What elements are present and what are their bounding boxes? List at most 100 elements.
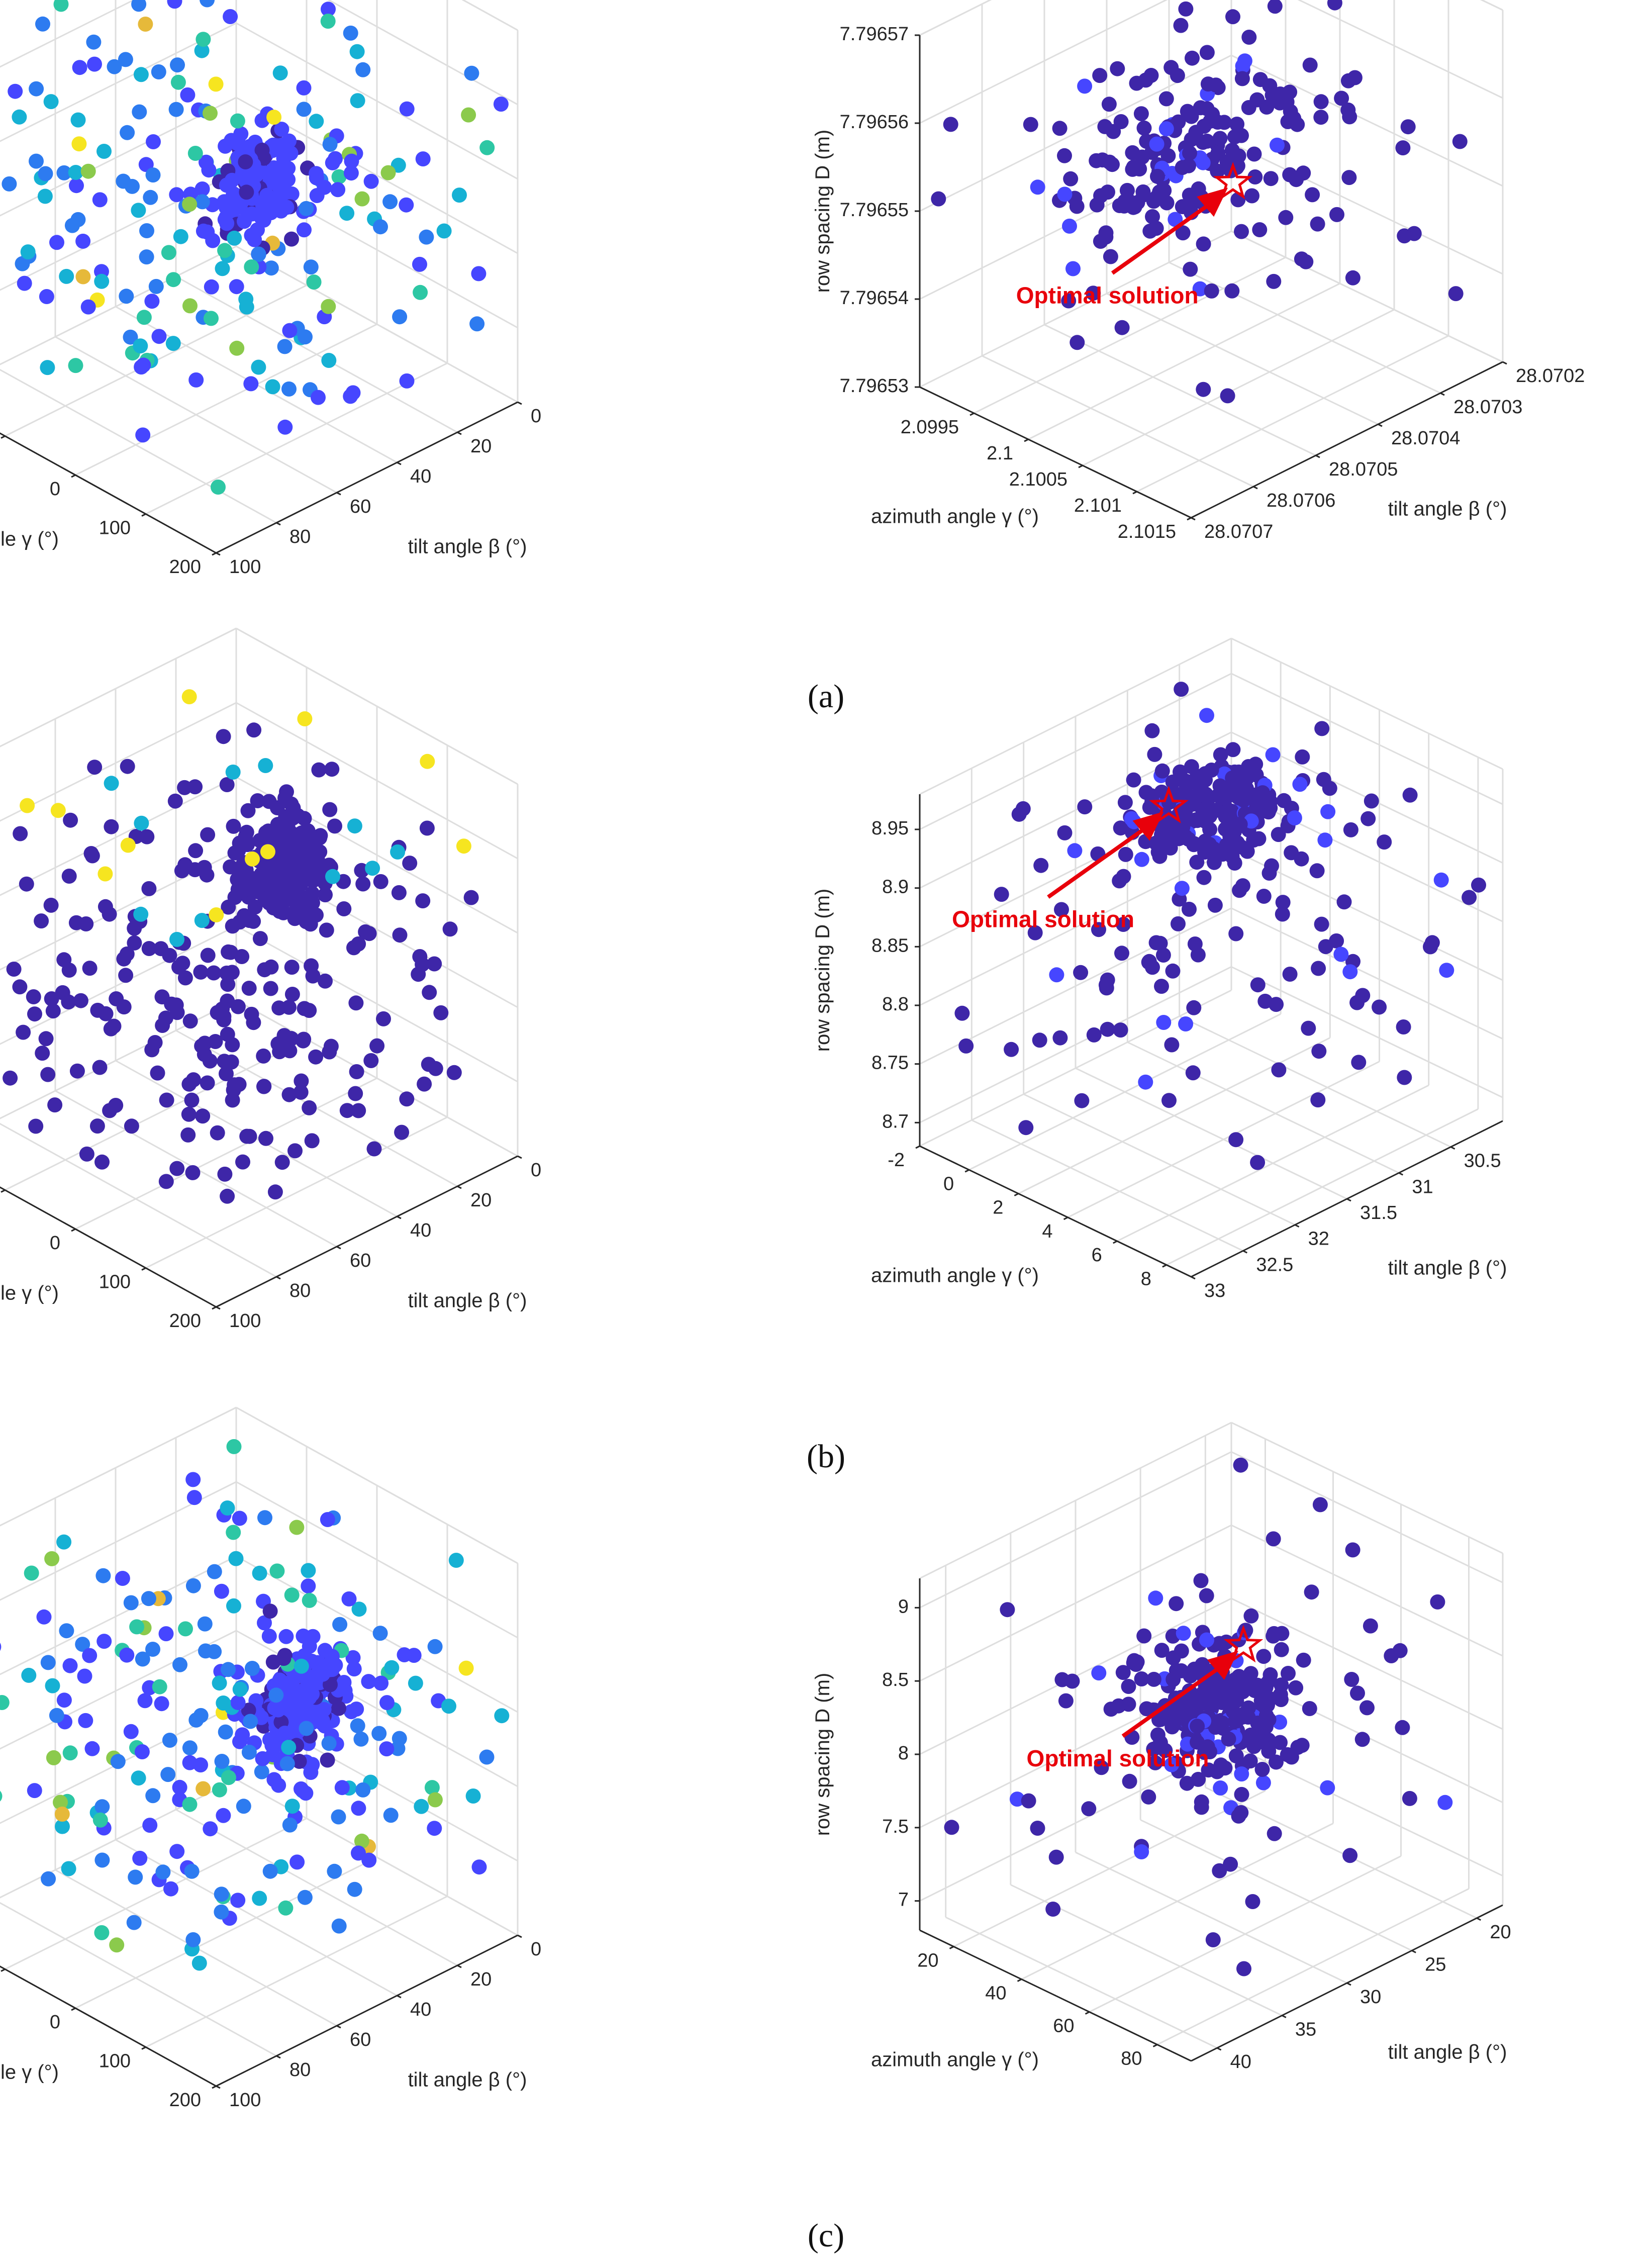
- data-point: [1329, 207, 1344, 222]
- data-point: [247, 232, 262, 247]
- data-point: [8, 83, 23, 99]
- x-tick: [141, 513, 146, 517]
- data-point: [1302, 1701, 1317, 1716]
- y-tick-label: 100: [229, 1310, 261, 1332]
- data-point: [301, 1578, 316, 1594]
- data-point: [1327, 0, 1342, 11]
- data-point: [304, 1133, 320, 1149]
- grid-line: [1231, 673, 1503, 805]
- x-tick: [1085, 2011, 1090, 2015]
- data-point: [223, 9, 238, 24]
- data-point: [1170, 816, 1186, 831]
- data-point: [1448, 286, 1464, 302]
- data-point: [219, 216, 235, 231]
- data-point: [225, 1037, 240, 1053]
- grid-line: [236, 1778, 518, 1936]
- data-point: [1216, 115, 1232, 130]
- data-point: [210, 1125, 225, 1141]
- data-point: [161, 245, 176, 260]
- data-point: [1222, 828, 1238, 843]
- data-point: [1341, 170, 1357, 185]
- data-point: [1267, 0, 1283, 14]
- data-point: [1397, 1070, 1412, 1085]
- data-point: [1207, 855, 1222, 870]
- y-tick: [397, 461, 402, 465]
- y-tick: [1378, 423, 1383, 427]
- data-point: [104, 819, 119, 834]
- y-tick-label: 80: [289, 1280, 311, 1301]
- data-point: [61, 994, 76, 1010]
- data-point: [123, 329, 138, 345]
- data-point: [1233, 839, 1249, 855]
- data-point: [1178, 784, 1194, 800]
- data-point: [1361, 811, 1376, 826]
- data-point: [1247, 169, 1263, 184]
- data-point: [1112, 198, 1127, 213]
- data-point: [1150, 168, 1165, 184]
- data-point: [269, 863, 285, 878]
- data-point: [1138, 1074, 1153, 1090]
- data-point: [154, 1696, 169, 1712]
- data-point: [196, 32, 211, 47]
- data-point: [252, 1565, 267, 1581]
- optimal-solution-marker: [1149, 786, 1189, 824]
- points-a-right: Optimal solution: [931, 0, 1468, 404]
- data-point: [1190, 947, 1206, 963]
- z-tick-label: 7.79655: [840, 200, 909, 221]
- data-point: [1135, 184, 1151, 200]
- data-point: [412, 949, 428, 964]
- axes-b-right: -2 0 2 4 6 8 30.5 31 31.5 32 32.5 33 8.7 8.75 8.8 8.85 8…: [812, 794, 1507, 1301]
- data-point: [1231, 1669, 1247, 1684]
- data-point: [1275, 906, 1290, 922]
- grid-line: [0, 22, 237, 142]
- box-edge: [236, 627, 518, 785]
- data-point: [182, 298, 198, 314]
- data-point: [413, 285, 428, 300]
- data-point: [1100, 1021, 1115, 1037]
- data-point: [239, 184, 254, 200]
- data-point: [279, 821, 295, 836]
- data-point: [271, 138, 287, 154]
- data-point: [289, 1520, 305, 1535]
- data-point: [305, 831, 321, 846]
- data-point: [144, 294, 160, 309]
- y-tick: [517, 401, 522, 405]
- data-point: [1182, 901, 1197, 917]
- data-point: [43, 94, 59, 110]
- x-axis-line: [919, 1145, 1192, 1278]
- data-point: [168, 997, 184, 1013]
- y-tick: [276, 2055, 281, 2059]
- grid-line: [919, 731, 1232, 889]
- data-point: [1392, 1643, 1408, 1658]
- data-point: [373, 219, 388, 235]
- data-point: [1114, 946, 1129, 961]
- data-point: [1183, 261, 1198, 277]
- data-point: [1049, 967, 1064, 983]
- data-point: [26, 989, 41, 1004]
- data-point: [1262, 78, 1278, 93]
- data-point: [1344, 1672, 1359, 1687]
- data-point: [185, 1578, 201, 1593]
- z-axis-label: row spacing D (m): [812, 1673, 834, 1836]
- data-point: [436, 223, 452, 239]
- data-point: [1181, 158, 1196, 173]
- data-point: [1193, 783, 1208, 799]
- data-point: [1156, 183, 1172, 199]
- data-point: [280, 160, 296, 176]
- data-point: [92, 1060, 108, 1075]
- y-tick-label: 31.5: [1360, 1202, 1397, 1223]
- data-point: [1054, 902, 1069, 917]
- data-point: [177, 970, 193, 986]
- data-point: [1320, 1780, 1335, 1796]
- data-point: [55, 1819, 70, 1834]
- data-point: [252, 931, 268, 947]
- data-point: [1228, 926, 1244, 941]
- data-point: [263, 981, 278, 996]
- data-point: [1210, 163, 1225, 179]
- data-point: [68, 358, 83, 373]
- data-point: [1310, 216, 1325, 232]
- data-point: [1267, 1826, 1282, 1841]
- data-point: [79, 1146, 94, 1162]
- data-point: [351, 936, 366, 952]
